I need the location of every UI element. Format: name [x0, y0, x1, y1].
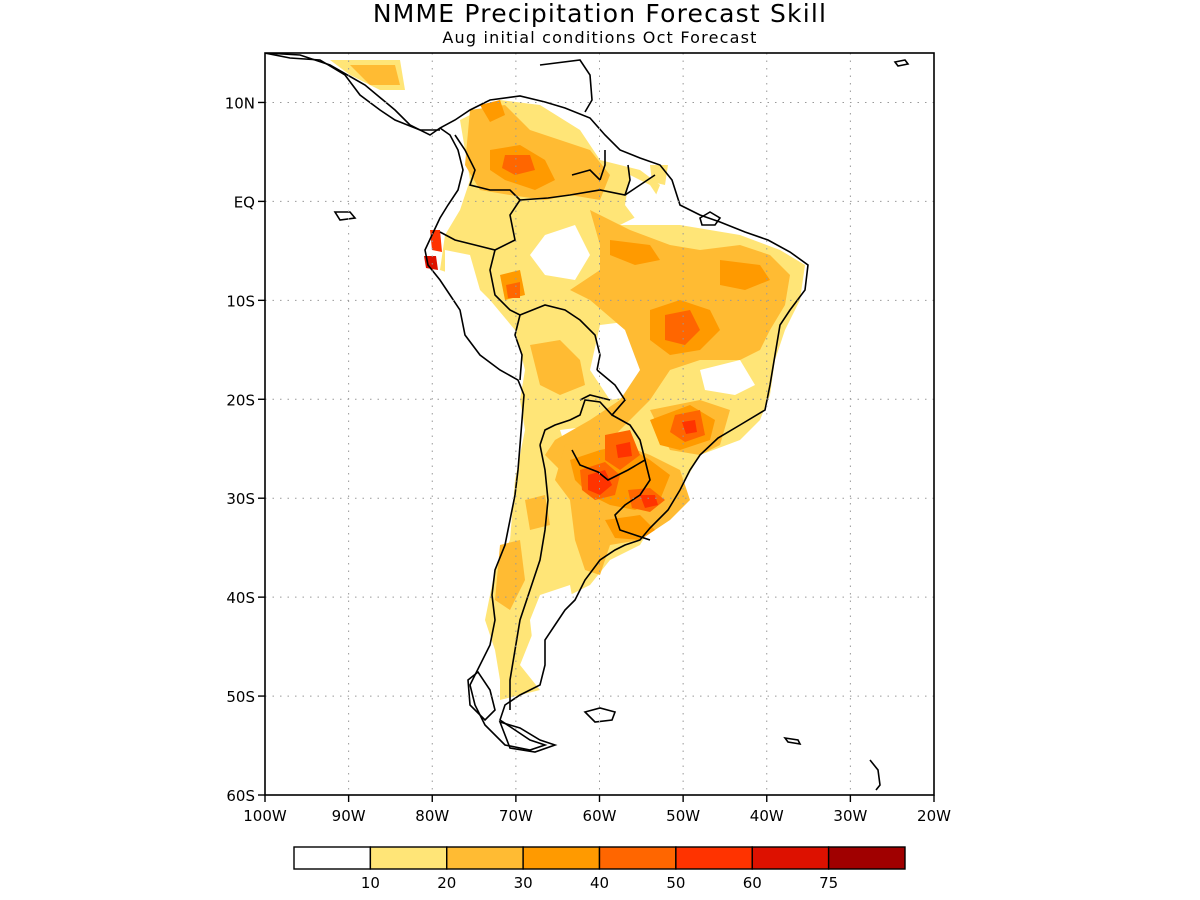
lat-tick-label: 60S [226, 787, 255, 805]
colorbar: 10 20 30 40 50 60 75 [293, 846, 906, 892]
lon-tick-label: 90W [332, 807, 366, 825]
colorbar-swatch [522, 846, 601, 870]
colorbar-swatch [751, 846, 830, 870]
lat-tick-label: 10S [226, 292, 255, 310]
colorbar-label: 40 [590, 874, 609, 892]
colorbar-swatch [293, 846, 372, 870]
skill-shading [330, 60, 805, 700]
lat-tick-label: 10N [225, 94, 255, 112]
colorbar-label: 30 [514, 874, 533, 892]
lat-tick-label: 20S [226, 391, 255, 409]
colorbar-swatch [598, 846, 677, 870]
lat-tick-label: 30S [226, 490, 255, 508]
lat-tick-label: 40S [226, 589, 255, 607]
lon-tick-label: 50W [666, 807, 700, 825]
colorbar-label: 60 [743, 874, 762, 892]
colorbar-label: 10 [361, 874, 380, 892]
lat-tick-label: EQ [234, 193, 255, 211]
lon-tick-label: 20W [917, 807, 951, 825]
axis-ticks: 10N EQ 10S 20S 30S 40S 50S 60S 100W 90W 80W 70W 60W 5… [225, 94, 951, 825]
lon-tick-label: 40W [750, 807, 784, 825]
lon-tick-label: 70W [499, 807, 533, 825]
colorbar-swatch [369, 846, 448, 870]
lon-tick-label: 80W [415, 807, 449, 825]
colorbar-label: 75 [819, 874, 838, 892]
map-title: NMME Precipitation Forecast Skill [372, 0, 828, 28]
lon-tick-label: 60W [583, 807, 617, 825]
colorbar-swatch [675, 846, 753, 870]
map-subtitle: Aug initial conditions Oct Forecast [442, 28, 758, 47]
lat-tick-label: 50S [226, 688, 255, 706]
coastline [265, 53, 910, 791]
colorbar-label: 20 [437, 874, 456, 892]
colorbar-label: 50 [666, 874, 685, 892]
lon-tick-label: 100W [243, 807, 287, 825]
lon-tick-label: 30W [833, 807, 867, 825]
colorbar-swatch [446, 846, 524, 870]
colorbar-swatch [827, 846, 906, 870]
